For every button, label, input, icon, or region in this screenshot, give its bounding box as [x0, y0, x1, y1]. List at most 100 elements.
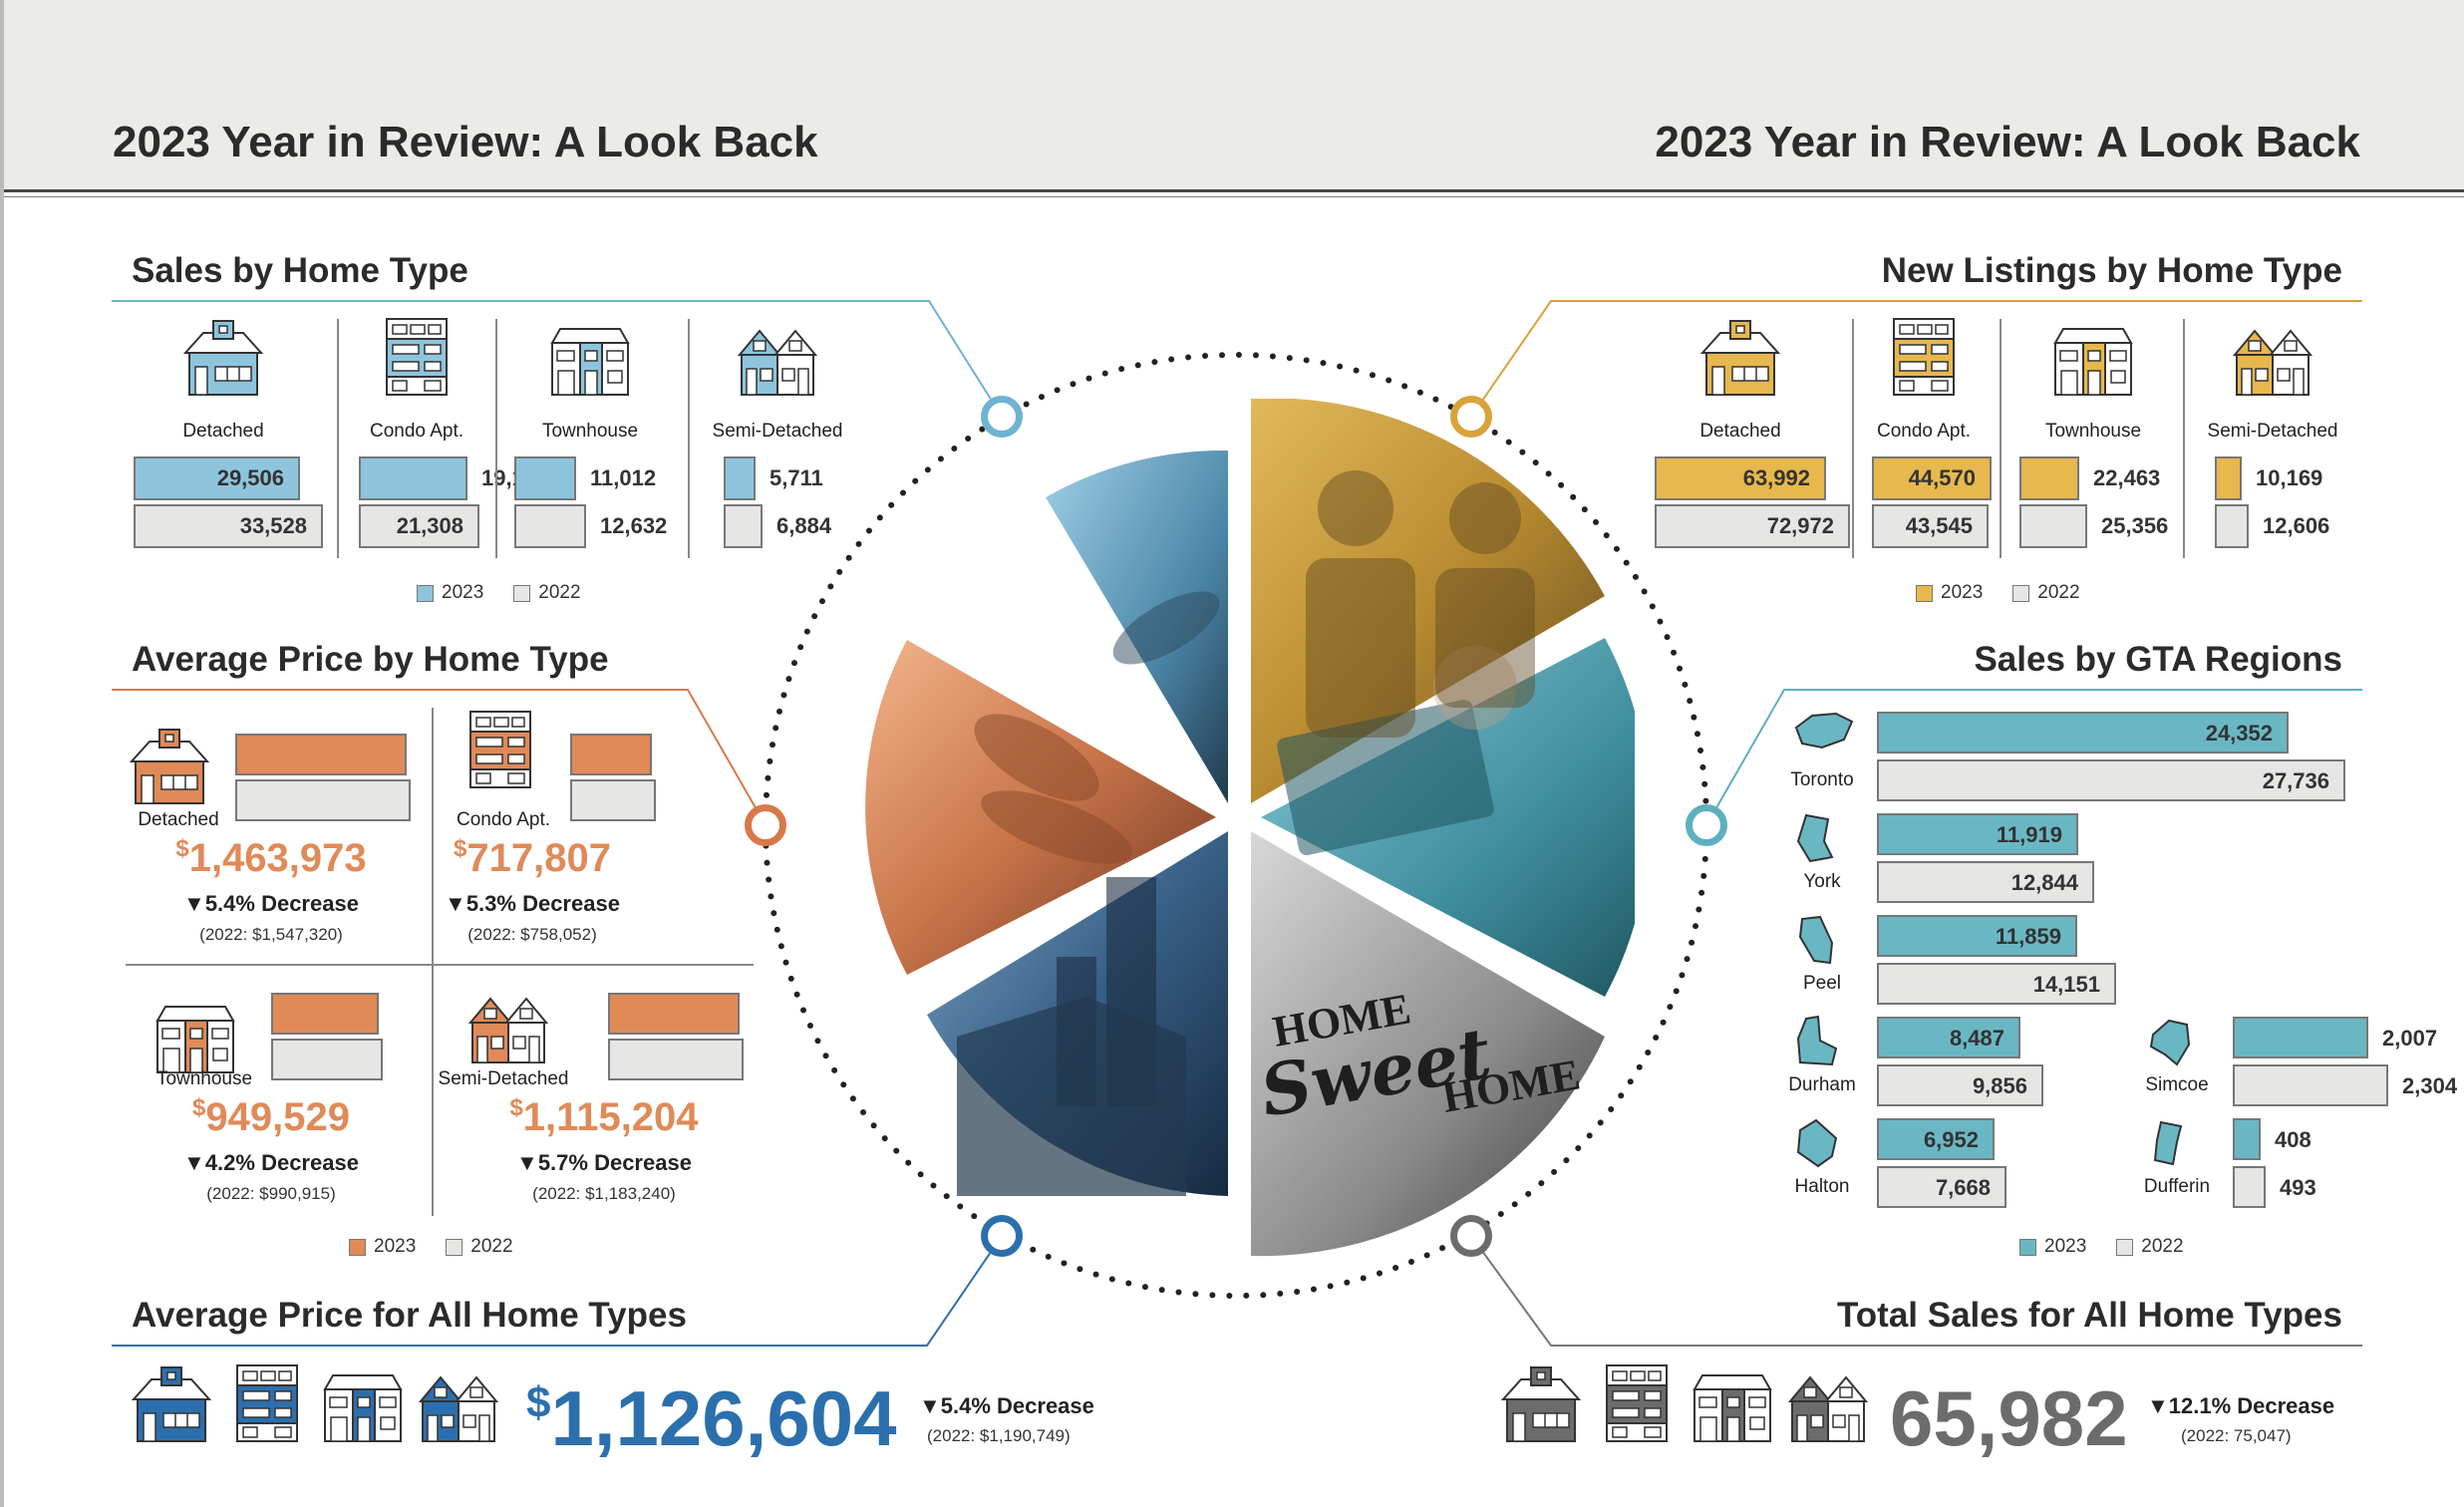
ring-node-avg-price [745, 804, 786, 846]
semi-detached-house-icon [419, 1363, 498, 1443]
home-type-label: Detached [1699, 421, 1781, 442]
region-label: Dufferin [2143, 1176, 2211, 1197]
bar-value-2022: 12,606 [2263, 513, 2330, 538]
currency-symbol: $ [509, 1094, 523, 1121]
region-bar-2022 [1877, 963, 2116, 1005]
price-change: ▼5.3% Decrease [445, 891, 620, 916]
bar-2022 [514, 504, 586, 548]
bar-value-2023: 5,711 [770, 465, 823, 490]
column-divider [1852, 319, 1854, 558]
column-divider [2183, 319, 2185, 558]
region-bar-2022 [1877, 759, 2345, 801]
region-value-2023: 6,952 [1923, 1127, 1979, 1152]
townhouse-icon [550, 317, 630, 397]
bar-value-2023: 11,012 [590, 465, 657, 490]
region-label: Simcoe [2145, 1074, 2209, 1095]
wheel-segment-consultation [1251, 399, 1605, 803]
avg-price-all-change: ▼5.4% Decrease [919, 1393, 1094, 1418]
currency-symbol: $ [454, 835, 467, 862]
price-change: ▼5.4% Decrease [183, 891, 359, 916]
section-title-average-price: Average Price by Home Type [132, 640, 609, 679]
section-title-gta-regions: Sales by GTA Regions [1974, 640, 2342, 679]
bar-value-2022: 25,356 [2101, 513, 2169, 538]
average-price-value: $949,529 [102, 1094, 441, 1140]
currency-symbol: $ [526, 1378, 551, 1427]
toronto-map-icon [1792, 710, 1856, 763]
region-bar-2022 [2233, 1166, 2266, 1208]
price-number: 1,115,204 [522, 1095, 699, 1139]
column-divider [688, 319, 690, 558]
bar-value-2023: 10,169 [2256, 465, 2323, 490]
photo-wheel: HOME Sweet HOME [865, 399, 1635, 1257]
bar-2022 [1655, 504, 1850, 548]
region-value-2022: 9,856 [1972, 1073, 2027, 1098]
townhouse-icon [1693, 1363, 1772, 1443]
wheel-segment-mat [1251, 831, 1605, 1257]
total-sales-value: 65,982 [1890, 1374, 2128, 1462]
bar-2023 [724, 456, 756, 500]
avg-price-vdivider [432, 708, 434, 1216]
price-bar-2023 [235, 734, 407, 775]
legend-swatch-2022 [513, 584, 531, 602]
semi-detached-house-icon [1788, 1363, 1868, 1443]
halton-map-icon [1792, 1116, 1856, 1170]
condo-apartment-icon [1597, 1363, 1677, 1443]
region-value-2023: 408 [2275, 1127, 2311, 1152]
region-value-2022: 12,844 [2010, 870, 2078, 895]
bar-value-2023: 22,463 [2093, 465, 2161, 490]
legend-label-2023: 2023 [1941, 582, 1984, 603]
condo-apartment-icon [461, 710, 540, 789]
legend-swatch-2023 [349, 1238, 366, 1256]
column-divider [495, 319, 497, 558]
total-sales-prev: (2022: 75,047) [2181, 1426, 2292, 1445]
condo-apartment-icon [1884, 317, 1964, 397]
legend-label-2022: 2022 [2141, 1236, 2184, 1257]
region-value-2023: 8,487 [1949, 1026, 2004, 1051]
detached-house-icon [1501, 1363, 1581, 1443]
ring-node-total-sales [1450, 1215, 1492, 1257]
region-value-2022: 7,668 [1935, 1175, 1991, 1200]
home-type-label: Townhouse [2044, 421, 2142, 442]
section-title-total-sales: Total Sales for All Home Types [1837, 1296, 2342, 1335]
header-band [0, 0, 2464, 189]
price-number: 949,529 [205, 1095, 350, 1139]
price-bar-2022 [271, 1039, 383, 1080]
currency-symbol: $ [192, 1094, 206, 1121]
legend-label-2022: 2022 [2037, 582, 2080, 603]
average-price-value: $1,115,204 [435, 1094, 773, 1140]
ring-node-regions [1686, 804, 1727, 846]
region-bar-2023 [1877, 915, 2077, 957]
price-change: ▼5.7% Decrease [516, 1150, 692, 1175]
column-divider [337, 319, 339, 558]
currency-symbol: $ [175, 835, 189, 862]
townhouse-icon [323, 1363, 403, 1443]
bar-2023 [359, 456, 467, 500]
legend-label-2022: 2022 [470, 1236, 513, 1257]
region-bar-2023 [1877, 813, 2078, 855]
detached-house-icon [132, 1363, 211, 1443]
bar-2022 [2019, 504, 2087, 548]
townhouse-icon [155, 995, 235, 1074]
price-bar-2022 [570, 779, 656, 821]
price-prev-year: (2022: $758,052) [467, 925, 597, 944]
region-value-2023: 11,919 [1996, 822, 2062, 847]
detached-house-icon [183, 317, 263, 397]
region-bar-2022 [1877, 861, 2094, 903]
region-label: Halton [1794, 1176, 1850, 1197]
price-bar-2022 [608, 1039, 744, 1080]
region-bar-2022 [1877, 1166, 2006, 1208]
region-bar-2023 [2233, 1118, 2261, 1160]
average-price-value: $717,807 [363, 835, 702, 881]
legend-avg-price: 2023 2022 [349, 1236, 513, 1258]
region-value-2022: 27,736 [2262, 768, 2329, 793]
home-type-label: Detached [138, 809, 219, 830]
region-value-2022: 493 [2280, 1175, 2316, 1200]
home-type-label: Condo Apt. [369, 421, 464, 442]
bar-value-2022: 6,884 [776, 513, 832, 538]
home-type-label: Townhouse [541, 421, 639, 442]
home-type-label: Semi-Detached [438, 1068, 569, 1089]
legend-label-2022: 2022 [538, 582, 581, 603]
price-number: 1,463,973 [188, 836, 367, 880]
region-bar-2023 [1877, 712, 2289, 754]
york-map-icon [1792, 811, 1856, 865]
